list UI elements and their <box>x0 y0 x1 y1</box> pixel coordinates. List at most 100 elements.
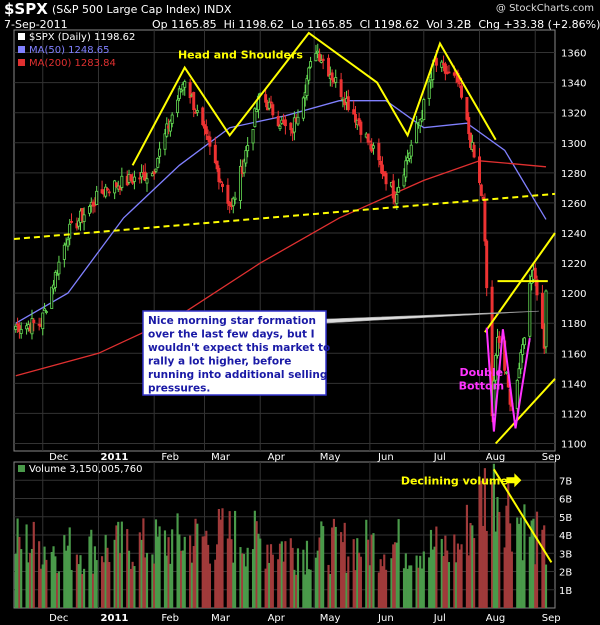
volume-bar <box>280 541 283 608</box>
volume-bar <box>329 573 332 608</box>
volume-bar <box>508 523 512 608</box>
candle-body <box>292 117 296 133</box>
volume-bar <box>482 525 485 608</box>
candle-body <box>168 120 172 132</box>
candle-body <box>165 123 169 137</box>
candle-body <box>251 128 255 144</box>
month-tick-label: Jun <box>377 613 394 624</box>
candle-body <box>177 88 181 99</box>
volume-bar <box>102 562 105 608</box>
volume-bar <box>208 563 211 608</box>
volume-bar <box>165 555 168 608</box>
volume-bar <box>90 529 93 608</box>
volume-bar <box>431 549 434 608</box>
candle-body <box>404 160 408 178</box>
candle-body <box>415 122 419 144</box>
volume-bar <box>498 511 501 608</box>
volume-bar <box>255 521 258 608</box>
candle-body <box>255 109 259 113</box>
volume-bar <box>154 519 158 608</box>
volume-bar <box>366 539 370 608</box>
volume-bar <box>307 569 310 608</box>
volume-bar <box>57 571 61 608</box>
price-tick-label: 1240 <box>561 229 586 240</box>
volume-tick-label: 6B <box>559 495 572 506</box>
volume-bar <box>444 535 447 608</box>
volume-value: Vol 3.2B <box>426 18 472 31</box>
volume-bar <box>30 548 34 608</box>
volume-bar <box>230 539 233 608</box>
volume-bar <box>140 539 143 608</box>
candle-body <box>246 145 250 152</box>
volume-bar <box>189 535 192 608</box>
candle-body <box>66 239 70 247</box>
volume-bar <box>291 547 294 608</box>
candle-body <box>82 214 86 222</box>
volume-bar <box>334 526 337 608</box>
candle-body <box>221 183 224 187</box>
volume-bar <box>406 568 409 608</box>
candle-body <box>319 60 323 63</box>
candle-body <box>327 57 331 77</box>
volume-bar <box>264 568 267 608</box>
candle-body <box>37 323 41 326</box>
candle-body <box>519 352 523 370</box>
volume-bar <box>485 530 488 608</box>
month-tick-label: Dec <box>49 452 68 463</box>
volume-bar <box>381 566 384 608</box>
candle-body <box>44 311 48 313</box>
volume-bar <box>347 556 350 608</box>
volume-bar <box>510 551 513 608</box>
candle-body <box>460 85 464 98</box>
volume-bar <box>422 551 425 608</box>
month-tick-label: Aug <box>486 613 506 624</box>
index-name: (S&P 500 Large Cap Index) INDX <box>52 3 232 16</box>
volume-bar <box>377 572 380 608</box>
candle-body <box>233 197 237 200</box>
candle-body <box>145 178 149 184</box>
volume-legend-swatch <box>18 465 25 472</box>
high-value: Hi 1198.62 <box>223 18 284 31</box>
price-tick-label: 1220 <box>561 259 586 270</box>
volume-bar <box>305 540 309 608</box>
volume-bar <box>158 526 161 608</box>
volume-bar <box>295 574 298 608</box>
volume-bar <box>480 480 483 608</box>
volume-bar <box>207 544 210 608</box>
volume-bar <box>433 546 436 608</box>
month-tick-label: Jul <box>433 452 446 463</box>
volume-bar <box>393 542 397 608</box>
volume-bar <box>66 545 69 608</box>
brand-label[interactable]: @ StockCharts.com <box>495 3 594 14</box>
volume-bar <box>115 525 118 608</box>
price-tick-label: 1160 <box>561 349 586 360</box>
candle-body <box>19 329 23 334</box>
volume-bar <box>473 538 476 608</box>
candle-body <box>359 121 363 135</box>
low-value: Lo 1165.85 <box>290 18 353 31</box>
volume-bar <box>79 555 82 608</box>
candle-body <box>53 272 57 288</box>
candle-body <box>467 117 471 135</box>
volume-bar <box>523 504 526 608</box>
volume-bar <box>126 529 129 608</box>
volume-tick-label: 5B <box>559 513 572 524</box>
candle-body <box>283 119 287 127</box>
candle-body <box>397 186 401 193</box>
candle-body <box>152 171 156 175</box>
volume-bar <box>420 568 424 608</box>
volume-bar <box>278 543 282 608</box>
candle-body <box>479 184 483 196</box>
candle-body <box>204 126 208 135</box>
candle-body <box>201 107 205 126</box>
candle-body <box>242 160 246 174</box>
quote-values: Op 1165.85 Hi 1198.62 Lo 1165.85 Cl 1198… <box>152 18 600 31</box>
candle-body <box>217 167 221 183</box>
volume-bar <box>120 521 123 608</box>
candle-body <box>301 97 305 119</box>
candle-body <box>533 267 537 279</box>
volume-tick-label: 3B <box>559 549 572 560</box>
volume-bar <box>492 463 495 608</box>
candle-body <box>16 323 20 326</box>
